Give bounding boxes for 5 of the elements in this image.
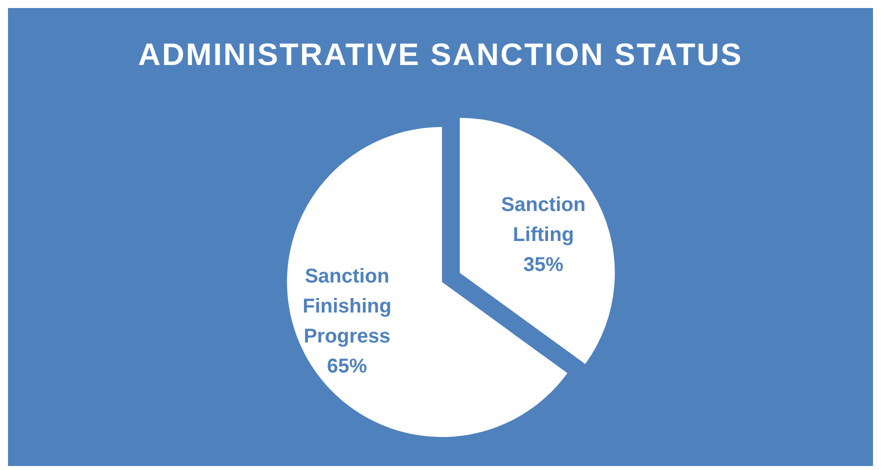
data-label: 65% xyxy=(327,356,368,378)
data-label: 35% xyxy=(523,254,564,276)
slice-label: Sanction Lifting xyxy=(501,194,586,246)
chart-title: ADMINISTRATIVE SANCTION STATUS xyxy=(138,37,743,72)
slice-label: Sanction Finishing Progress xyxy=(302,266,392,348)
